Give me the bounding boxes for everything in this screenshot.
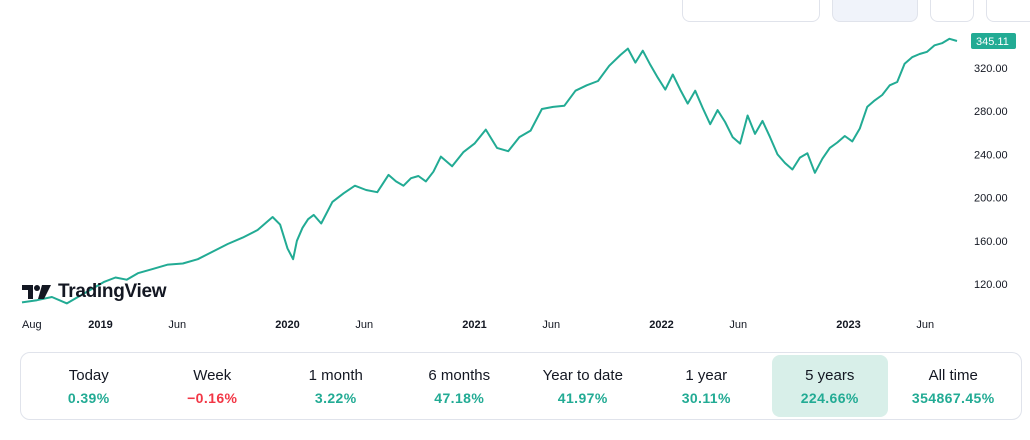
y-tick-label: 320.00 [974, 63, 1008, 75]
period-tab-1-month[interactable]: 1 month 3.22% [278, 355, 394, 417]
x-tick-label: 2023 [836, 319, 860, 331]
toolbar-button-3[interactable] [930, 0, 974, 22]
period-label: Week [193, 366, 232, 384]
period-change-value: 354867.45% [911, 389, 995, 406]
x-tick-label: Jun [729, 319, 747, 331]
period-label: 6 months [428, 366, 491, 384]
period-change-value: 3.22% [314, 389, 357, 406]
x-tick-label: Jun [355, 319, 373, 331]
y-tick-label: 120.00 [974, 279, 1008, 291]
period-change-value: 30.11% [681, 389, 731, 406]
x-tick-label: 2021 [462, 319, 486, 331]
x-tick-label: Jun [542, 319, 560, 331]
logo-text: TradingView [58, 281, 167, 302]
period-change-value: 41.97% [557, 389, 608, 406]
period-label: Year to date [542, 366, 623, 384]
period-tab-all-time[interactable]: All time 354867.45% [895, 355, 1011, 417]
tradingview-logo[interactable]: TradingView [22, 281, 167, 303]
period-change-value: 47.18% [434, 389, 485, 406]
period-tab-week[interactable]: Week −0.16% [154, 355, 270, 417]
period-label: 5 years [805, 366, 855, 384]
period-tab-year-to-date[interactable]: Year to date 41.97% [525, 355, 641, 417]
x-tick-label: Aug [22, 319, 42, 331]
period-change-value: −0.16% [187, 389, 238, 406]
tradingview-logo-icon [22, 285, 51, 299]
y-tick-label: 200.00 [974, 193, 1008, 205]
toolbar-button-2[interactable] [832, 0, 918, 22]
toolbar-button-1[interactable] [682, 0, 820, 22]
x-tick-label: Jun [916, 319, 934, 331]
period-change-value: 0.39% [67, 389, 110, 406]
y-tick-label: 240.00 [974, 149, 1008, 161]
y-tick-label: 160.00 [974, 236, 1008, 248]
period-label: 1 month [308, 366, 363, 384]
chart-svg[interactable]: #22ab94" stop-opacity="0.32"/>320.00280.… [0, 22, 1030, 340]
period-tab-1-year[interactable]: 1 year 30.11% [648, 355, 764, 417]
x-tick-label: Jun [168, 319, 186, 331]
top-toolbar [0, 0, 1030, 22]
x-tick-label: 2022 [649, 319, 673, 331]
period-change-value: 224.66% [800, 389, 859, 406]
period-label: 1 year [685, 366, 728, 384]
period-tab-today[interactable]: Today 0.39% [31, 355, 147, 417]
period-label: Today [68, 366, 109, 384]
period-label: All time [928, 366, 978, 384]
x-tick-label: 2019 [88, 319, 112, 331]
period-tab-5-years[interactable]: 5 years 224.66% [771, 355, 888, 417]
price-area [22, 39, 957, 310]
period-tab-6-months[interactable]: 6 months 47.18% [401, 355, 517, 417]
period-selector: Today 0.39% Week −0.16% 1 month 3.22% 6 months… [20, 352, 1022, 420]
y-tick-label: 280.00 [974, 106, 1008, 118]
price-chart[interactable]: #22ab94" stop-opacity="0.32"/>320.00280.… [0, 22, 1030, 340]
x-tick-label: 2020 [275, 319, 299, 331]
toolbar-button-4[interactable] [986, 0, 1030, 22]
last-price-tag [971, 33, 1016, 49]
price-line [21, 37, 958, 305]
last-price-label: 345.11 [976, 36, 1009, 48]
